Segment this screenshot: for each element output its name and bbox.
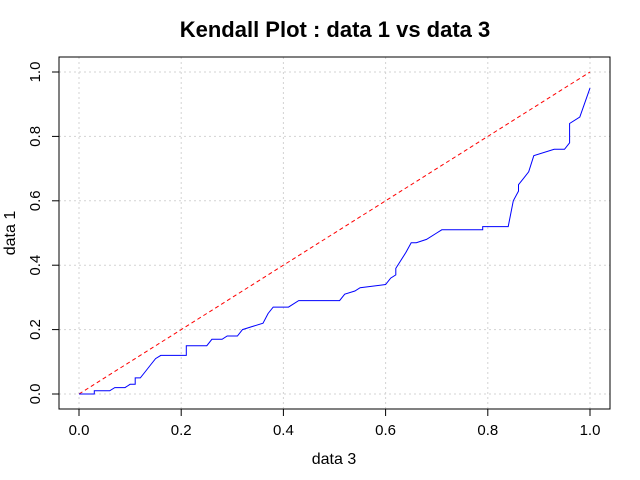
y-axis: 0.0 0.2 0.4 0.6 0.8 1.0 (27, 62, 59, 405)
x-tick-label: 0.6 (375, 422, 396, 439)
kendall-curve-line (79, 87, 591, 395)
plot-series (78, 71, 591, 395)
x-tick-label: 0.8 (477, 422, 498, 439)
x-tick-label: 1.0 (580, 422, 601, 439)
y-tick-label: 0.8 (27, 126, 44, 147)
reference-diagonal-line (78, 71, 591, 395)
y-tick-label: 1.0 (27, 62, 44, 83)
y-tick-label: 0.4 (27, 255, 44, 276)
chart-title: Kendall Plot : data 1 vs data 3 (180, 17, 491, 42)
y-tick-label: 0.6 (27, 190, 44, 211)
y-axis-label: data 1 (2, 211, 19, 256)
x-tick-label: 0.4 (273, 422, 294, 439)
x-axis-label: data 3 (312, 451, 357, 468)
y-tick-label: 0.0 (27, 384, 44, 405)
x-axis: 0.0 0.2 0.4 0.6 0.8 1.0 (69, 409, 601, 439)
x-tick-label: 0.2 (171, 422, 192, 439)
x-tick-label: 0.0 (69, 422, 90, 439)
y-tick-label: 0.2 (27, 319, 44, 340)
plot-frame (58, 56, 611, 410)
grid-lines (59, 57, 610, 409)
